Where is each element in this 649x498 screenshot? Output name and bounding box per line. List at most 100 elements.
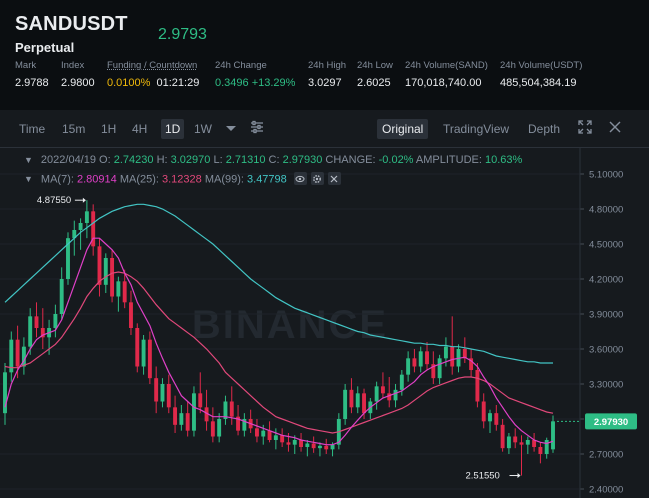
candle-body <box>141 339 146 367</box>
candle-body <box>324 445 329 450</box>
candle-body <box>116 281 121 297</box>
amplitude-value: 10.63% <box>485 154 523 166</box>
candlestick-chart[interactable]: BINANCE 5.10000 4.80000 4.50000 4.20000 3.90… <box>0 148 649 498</box>
stat-value: 2.6025 <box>357 77 391 89</box>
interval-4h[interactable]: 4H <box>132 122 148 136</box>
interval-1w[interactable]: 1W <box>194 122 212 136</box>
candle-body <box>532 440 537 447</box>
stat-value: 2.9800 <box>61 77 95 89</box>
funding-countdown: 01:21:29 <box>156 77 200 89</box>
time-button[interactable]: Time <box>19 122 46 136</box>
stat-label: 24h Low <box>357 60 393 71</box>
stat-funding: Funding / Countdown 0.0100% 01:21:29 <box>107 60 199 89</box>
candle-body <box>374 386 379 402</box>
candle-body <box>166 384 171 408</box>
candle-body <box>299 440 303 447</box>
view-depth[interactable]: Depth <box>528 122 561 136</box>
open-value: 2.74230 <box>113 154 154 166</box>
ma99-line <box>4 203 553 364</box>
candle-body <box>223 401 228 419</box>
low-label: L: <box>213 154 223 166</box>
candle-body <box>122 281 127 303</box>
symbol-title[interactable]: SANDUSDT <box>15 13 128 35</box>
ma7-label: MA(7): <box>40 173 74 186</box>
candle-body <box>500 424 505 449</box>
candle-body <box>267 430 272 440</box>
y-tick-label: 2.70000 <box>589 450 623 461</box>
chevron-down-icon[interactable] <box>226 126 236 131</box>
candle-body <box>443 346 448 359</box>
ma25-value: 3.12328 <box>162 173 202 186</box>
candle-body <box>129 302 133 328</box>
min-price-label: 2.51550 <box>466 471 500 482</box>
close-icon[interactable] <box>327 172 341 185</box>
candle-body <box>506 436 511 449</box>
expand-icon[interactable] <box>578 120 592 139</box>
contract-type: Perpetual <box>15 40 75 55</box>
candle-body <box>286 442 291 445</box>
y-tick-label: 3.60000 <box>589 345 623 356</box>
amplitude-label: AMPLITUDE: <box>415 154 482 166</box>
candle-body <box>273 435 278 440</box>
candle-body <box>91 211 96 247</box>
candle-body <box>21 346 26 367</box>
low-value: 2.71310 <box>225 154 266 166</box>
max-price-arrow <box>82 197 86 203</box>
y-tick-label: 3.30000 <box>589 380 623 391</box>
candle-body <box>380 386 385 394</box>
candle-body <box>349 389 354 408</box>
stat-mark: Mark 2.9788 <box>15 60 49 89</box>
stat-label: 24h High <box>308 60 347 71</box>
candle-body <box>280 435 285 443</box>
candle-body <box>135 328 140 367</box>
stat-24h-volume-sand: 24h Volume(SAND) 170,018,740.00 <box>405 60 488 89</box>
candle-body <box>406 358 411 375</box>
sliders-icon[interactable] <box>250 120 264 139</box>
stat-label[interactable]: Funding / Countdown <box>107 60 198 71</box>
candle-body <box>519 442 524 445</box>
open-label: O: <box>99 154 111 166</box>
candle-body <box>494 413 499 425</box>
chevron-down-icon[interactable]: ▼ <box>24 155 33 165</box>
stat-label: Mark <box>15 60 37 71</box>
candle-body <box>469 358 474 370</box>
candle-body <box>425 351 429 365</box>
close-label: C: <box>268 154 280 166</box>
interval-1h[interactable]: 1H <box>101 122 117 136</box>
candle-body <box>387 393 392 401</box>
candle-body <box>3 372 7 414</box>
chevron-down-icon[interactable]: ▼ <box>24 174 33 185</box>
eye-icon[interactable] <box>293 172 307 185</box>
candle-body <box>34 316 39 328</box>
candle-body <box>210 421 215 437</box>
y-tick-label: 5.10000 <box>589 170 623 181</box>
candle-body <box>412 358 417 367</box>
stat-24h-low: 24h Low 2.6025 <box>357 60 393 89</box>
candle-body <box>72 230 77 239</box>
candle-body <box>236 416 241 431</box>
candle-body <box>488 413 492 422</box>
stat-label: 24h Volume(USDT) <box>500 60 583 71</box>
view-tradingview[interactable]: TradingView <box>443 122 510 136</box>
interval-1d[interactable]: 1D <box>161 119 185 139</box>
legend-date: 2022/04/19 <box>40 154 96 166</box>
candle-body <box>513 436 518 443</box>
max-price-label: 4.87550 <box>37 195 71 206</box>
candle-body <box>160 384 165 402</box>
candle-body <box>40 328 45 338</box>
close-icon[interactable] <box>609 120 621 138</box>
interval-15m[interactable]: 15m <box>62 122 86 136</box>
chart-toolbar <box>0 110 649 148</box>
gear-icon[interactable] <box>310 172 324 185</box>
stat-value: 0.0100% 01:21:29 <box>107 77 199 89</box>
candle-body <box>97 246 102 285</box>
candle-body <box>261 430 266 437</box>
candle-body <box>103 258 108 285</box>
candle-body <box>154 378 159 402</box>
candle-body <box>311 443 316 449</box>
ma25-label: MA(25): <box>119 173 159 186</box>
candle-body <box>242 419 247 431</box>
candle-body <box>53 314 58 328</box>
high-label: H: <box>156 154 168 166</box>
view-original[interactable]: Original <box>377 119 429 139</box>
